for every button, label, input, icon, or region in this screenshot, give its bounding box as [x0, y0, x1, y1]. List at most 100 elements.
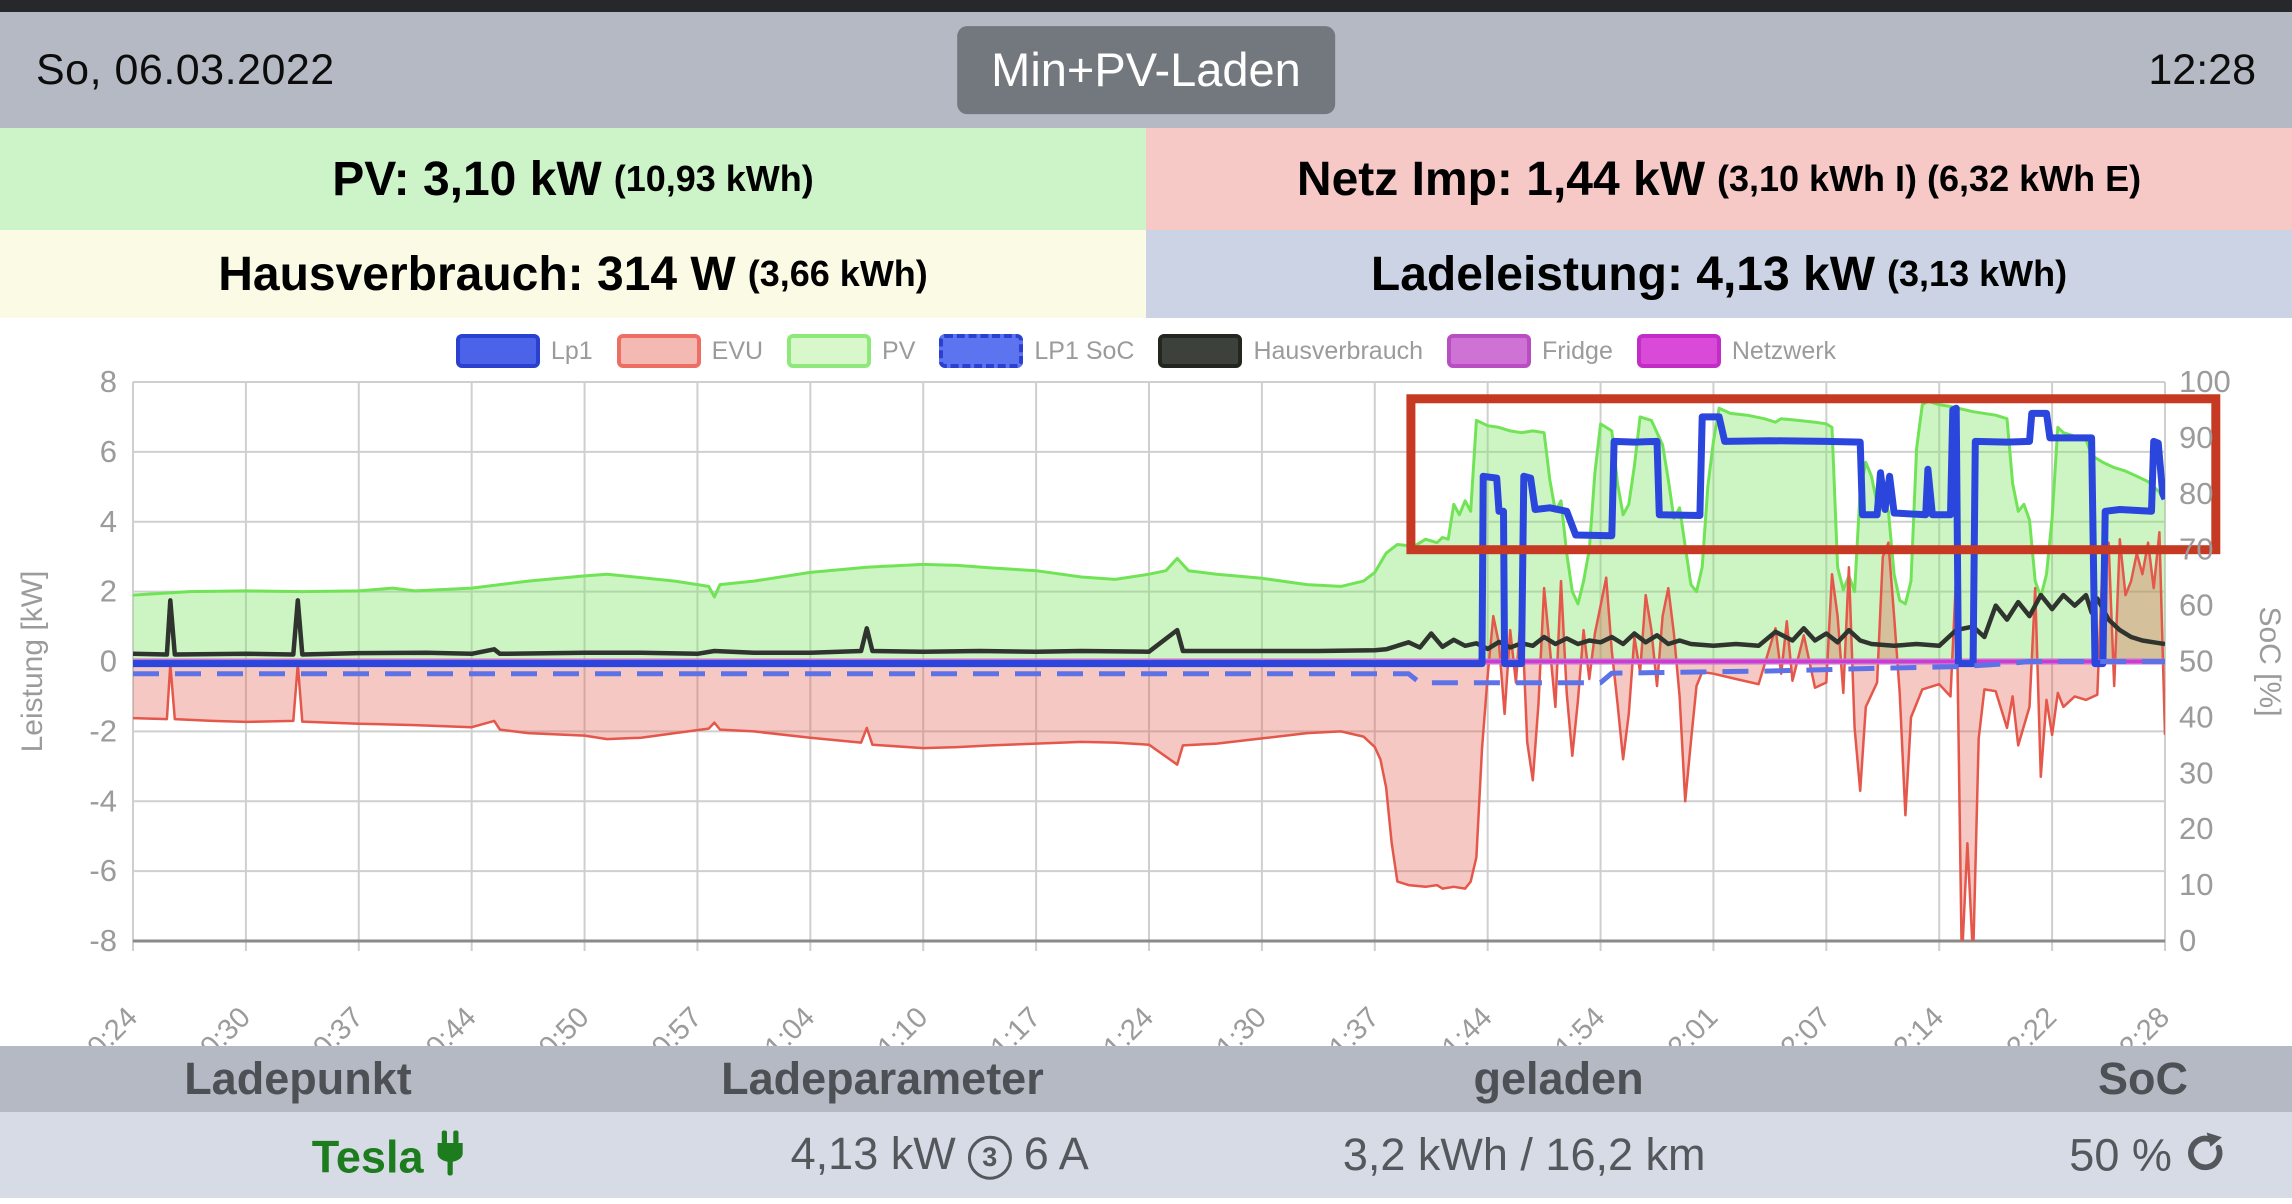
- legend-swatch: [939, 334, 1024, 368]
- grid-import-banner: Netz Imp: 1,44 kW (3,10 kWh I) (6,32 kWh…: [1146, 128, 2292, 230]
- legend-swatch: [1636, 334, 1721, 368]
- legend-item-netzwerk[interactable]: Netzwerk: [1636, 334, 1837, 368]
- legend-swatch: [1158, 334, 1243, 368]
- left-axis-title: Leistung [kW]: [16, 571, 49, 753]
- house-consumption-banner: Hausverbrauch: 314 W (3,66 kWh): [0, 230, 1146, 318]
- svg-text:10: 10: [2179, 867, 2213, 902]
- status-bar: So, 06.03.2022 Min+PV-Laden 12:28: [0, 12, 2292, 128]
- svg-text:80: 80: [2179, 476, 2213, 511]
- svg-text:40: 40: [2179, 699, 2213, 734]
- legend-label: Fridge: [1542, 336, 1613, 365]
- series-lp1: [133, 404, 2165, 668]
- svg-text:10:50: 10:50: [522, 1001, 596, 1046]
- annotation-box: [1406, 394, 2221, 555]
- legend-label: PV: [882, 336, 916, 365]
- refresh-soc-icon[interactable]: [2184, 1132, 2226, 1174]
- legend-swatch: [616, 334, 701, 368]
- legend-label: EVU: [711, 336, 764, 365]
- svg-text:-2: -2: [89, 713, 117, 748]
- svg-text:8: 8: [100, 364, 117, 399]
- legend-item-evu[interactable]: EVU: [616, 334, 764, 368]
- svg-text:10:57: 10:57: [634, 1001, 708, 1046]
- svg-text:11:17: 11:17: [975, 1001, 1047, 1046]
- chart-series: [133, 399, 2165, 941]
- svg-text:-8: -8: [89, 923, 117, 958]
- svg-text:12:07: 12:07: [1763, 1001, 1837, 1046]
- legend-item-hausverbrauch[interactable]: Hausverbrauch: [1158, 334, 1423, 368]
- pv-energy: (10,93 kWh): [613, 158, 814, 199]
- col-geladen: geladen: [1473, 1053, 1644, 1104]
- house-consumption-value: Hausverbrauch: 314 W: [218, 247, 736, 301]
- legend-label: Lp1: [550, 336, 593, 365]
- legend-label: LP1 SoC: [1034, 336, 1135, 365]
- svg-text:10:30: 10:30: [183, 1001, 257, 1046]
- chart-legend: Lp1 EVU PV LP1 SoC Hausverbrauch Fridge Netzwe…: [0, 334, 2292, 368]
- svg-text:10:44: 10:44: [409, 1001, 483, 1046]
- svg-text:11:37: 11:37: [1313, 1001, 1385, 1046]
- date-label: So, 06.03.2022: [36, 45, 335, 94]
- svg-text:12:22: 12:22: [1989, 1001, 2063, 1046]
- col-soc: SoC: [2098, 1053, 2189, 1104]
- phases-badge: 3: [967, 1135, 1012, 1180]
- svg-text:6: 6: [100, 434, 117, 469]
- grid-import-value: Netz Imp: 1,44 kW: [1296, 152, 1705, 206]
- pv-banner: PV: 3,10 kW (10,93 kWh): [0, 128, 1146, 230]
- svg-text:11:10: 11:10: [862, 1001, 934, 1046]
- svg-text:30: 30: [2179, 755, 2213, 790]
- col-ladepunkt: Ladepunkt: [184, 1053, 412, 1104]
- legend-item-fridge[interactable]: Fridge: [1447, 334, 1613, 368]
- charge-power-value: Ladeleistung: 4,13 kW: [1370, 247, 1876, 301]
- svg-text:0: 0: [2179, 923, 2196, 958]
- legend-swatch: [787, 334, 872, 368]
- series-evu: [133, 530, 2165, 941]
- svg-text:11:24: 11:24: [1088, 1001, 1160, 1046]
- legend-label: Netzwerk: [1731, 336, 1837, 365]
- legend-label: Hausverbrauch: [1253, 336, 1423, 365]
- legend-item-lp1-soc[interactable]: LP1 SoC: [939, 334, 1134, 368]
- series-pv: [133, 399, 2165, 606]
- legend-item-lp1[interactable]: Lp1: [455, 334, 593, 368]
- right-axis-title: SoC [%]: [2253, 606, 2286, 716]
- col-ladeparameter: Ladeparameter: [721, 1053, 1044, 1104]
- svg-text:12:28: 12:28: [2102, 1001, 2176, 1046]
- svg-text:-4: -4: [89, 783, 117, 818]
- charge-power: 4,13 kW: [790, 1127, 956, 1179]
- svg-text:10:24: 10:24: [70, 1001, 144, 1046]
- pv-value: PV: 3,10 kW: [332, 152, 602, 206]
- house-consumption-energy: (3,66 kWh): [747, 253, 928, 294]
- svg-text:4: 4: [100, 504, 117, 539]
- legend-item-pv[interactable]: PV: [787, 334, 915, 368]
- legend-swatch: [455, 334, 540, 368]
- svg-text:11:30: 11:30: [1200, 1001, 1272, 1046]
- clock-label: 12:28: [2148, 45, 2256, 94]
- charge-power-banner: Ladeleistung: 4,13 kW (3,13 kWh): [1146, 230, 2292, 318]
- power-chart-section: Lp1 EVU PV LP1 SoC Hausverbrauch Fridge Netzwe…: [0, 318, 2292, 1046]
- svg-text:0: 0: [100, 644, 117, 679]
- svg-text:10:37: 10:37: [296, 1001, 370, 1046]
- chargepoint-cell[interactable]: Tesla: [312, 1127, 468, 1184]
- grid-import-energy: (3,10 kWh I) (6,32 kWh E): [1717, 158, 2142, 199]
- charge-current: 6 A: [1023, 1127, 1089, 1179]
- chargepoint-name: Tesla: [311, 1131, 424, 1183]
- charged-energy-cell: 3,2 kWh / 16,2 km: [1342, 1129, 1706, 1180]
- charge-mode-button[interactable]: Min+PV-Laden: [957, 26, 1335, 114]
- svg-text:2: 2: [100, 574, 117, 609]
- svg-text:11:54: 11:54: [1539, 1001, 1611, 1046]
- series-lp1-soc: [133, 659, 2165, 686]
- svg-text:70: 70: [2179, 532, 2213, 567]
- chargepoint-row: Tesla 4,13 kW 3 6 A 3,2 kWh / 16,2 km 50 %: [0, 1112, 2292, 1198]
- svg-text:11:04: 11:04: [749, 1001, 821, 1046]
- soc-value: 50 %: [2069, 1129, 2172, 1181]
- svg-text:100: 100: [2179, 364, 2231, 399]
- svg-text:20: 20: [2179, 811, 2213, 846]
- svg-text:-6: -6: [89, 853, 117, 888]
- top-dark-strip: [0, 0, 2292, 12]
- charge-params-cell: 4,13 kW 3 6 A: [791, 1128, 1089, 1183]
- svg-text:11:44: 11:44: [1426, 1001, 1498, 1046]
- plug-icon: [437, 1130, 464, 1176]
- soc-cell: 50 %: [2069, 1129, 2226, 1182]
- svg-text:90: 90: [2179, 420, 2213, 455]
- svg-text:12:14: 12:14: [1876, 1001, 1950, 1046]
- legend-swatch: [1447, 334, 1531, 368]
